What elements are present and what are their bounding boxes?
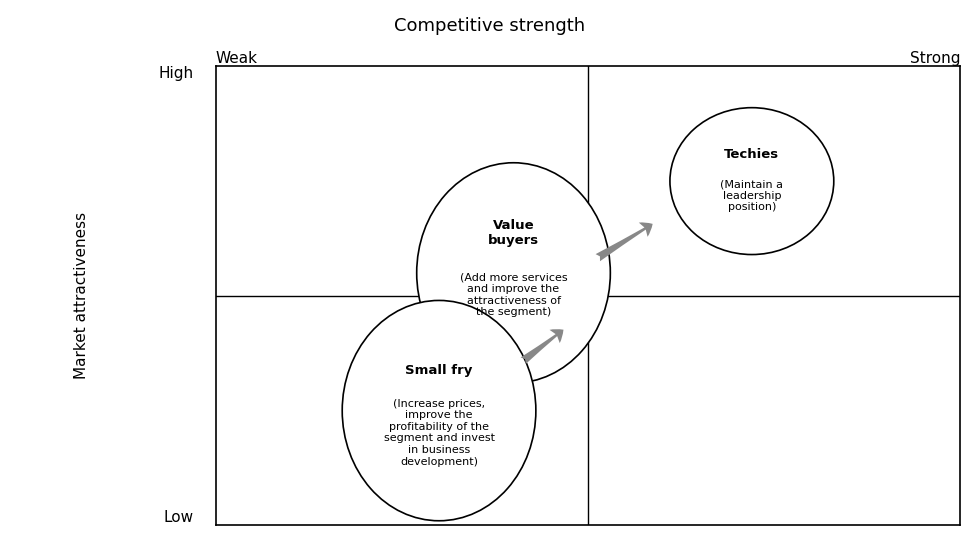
Text: Techies: Techies [724, 148, 779, 161]
Ellipse shape [670, 108, 834, 254]
Text: Low: Low [163, 510, 193, 525]
Text: (Increase prices,
improve the
profitability of the
segment and invest
in busines: (Increase prices, improve the profitabil… [383, 399, 495, 467]
Text: Value
buyers: Value buyers [488, 219, 539, 247]
Text: (Add more services
and improve the
attractiveness of
the segment): (Add more services and improve the attra… [460, 273, 567, 317]
Text: Strong: Strong [909, 51, 960, 66]
Text: Market attractiveness: Market attractiveness [74, 212, 89, 379]
Ellipse shape [416, 163, 611, 383]
Text: Small fry: Small fry [406, 364, 472, 378]
Text: (Maintain a
leadership
position): (Maintain a leadership position) [720, 179, 783, 212]
Ellipse shape [342, 300, 536, 521]
Text: Weak: Weak [216, 51, 258, 66]
Text: Competitive strength: Competitive strength [394, 17, 586, 35]
Text: High: High [158, 66, 193, 81]
